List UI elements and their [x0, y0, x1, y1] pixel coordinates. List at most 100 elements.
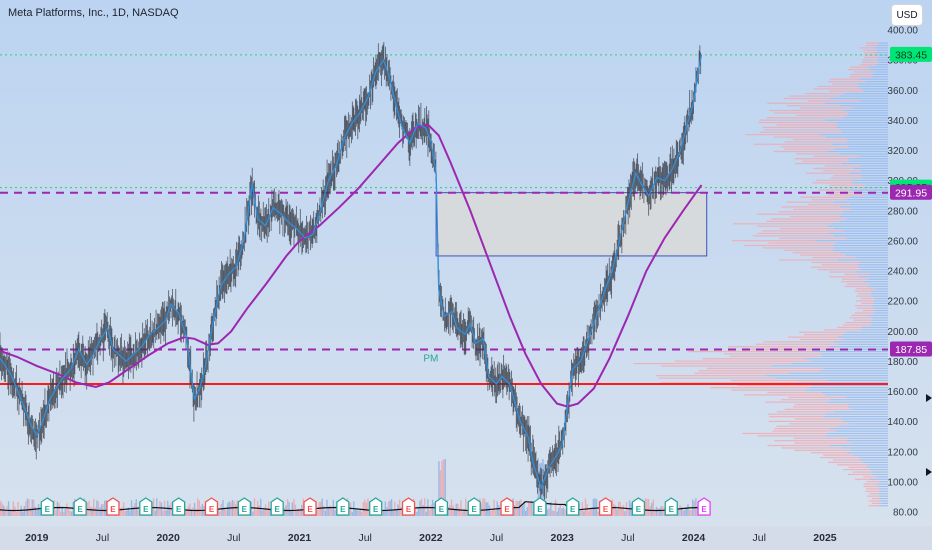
volume-profile-bar-buy	[870, 322, 888, 324]
volume-profile-bar-buy	[879, 500, 888, 502]
volume-bar	[56, 501, 59, 516]
volume-profile-bar-sell	[757, 225, 828, 227]
volume-profile-bar-buy	[859, 100, 888, 102]
volume-profile-bar-sell	[842, 278, 868, 280]
volume-bar	[105, 500, 108, 516]
volume-profile-bar-buy	[827, 150, 888, 153]
volume-profile-bar-buy	[825, 136, 888, 138]
volume-bar	[561, 508, 563, 516]
volume-profile-bar-buy	[830, 223, 888, 225]
volume-profile-bar-sell	[854, 312, 874, 314]
volume-bar	[621, 507, 623, 516]
volume-bar	[266, 508, 268, 516]
volume-profile-bar-buy	[788, 372, 888, 374]
volume-bar	[517, 501, 519, 516]
volume-profile-bar-sell	[784, 141, 847, 143]
volume-profile-bar-sell	[788, 396, 847, 398]
volume-profile-bar-sell	[633, 362, 792, 365]
volume-profile-bar-sell	[733, 223, 831, 225]
axis-marker-icon	[926, 468, 932, 476]
volume-profile-bar-buy	[770, 365, 888, 367]
volume-profile-bar-sell	[779, 228, 835, 230]
volume-bar	[356, 508, 358, 516]
volume-profile-bar-sell	[800, 107, 852, 109]
volume-profile-bar-sell	[829, 90, 864, 92]
volume-bar	[193, 502, 196, 516]
volume-bar	[498, 505, 500, 516]
volume-bar	[264, 504, 267, 516]
y-tick-label-3: 140.00	[887, 417, 918, 428]
volume-profile-bar-sell	[816, 179, 853, 182]
volume-profile-bar-sell	[781, 206, 841, 208]
volume-profile-bar-buy	[871, 324, 888, 326]
earnings-marker-icon	[270, 497, 284, 516]
volume-profile-bar-sell	[768, 242, 837, 244]
volume-profile-bar-buy	[846, 396, 888, 398]
volume-profile-bar-sell	[851, 314, 869, 316]
volume-profile-bar-sell	[832, 459, 861, 461]
volume-profile-bar-buy	[872, 73, 888, 75]
volume-profile-bar-sell	[859, 64, 877, 66]
volume-profile-bar-sell	[854, 305, 872, 307]
volume-profile-bar-buy	[840, 252, 888, 254]
volume-bar	[349, 502, 352, 516]
volume-profile-bar-buy	[871, 305, 888, 307]
volume-profile-bar-buy	[840, 206, 888, 208]
volume-profile-bar-buy	[855, 256, 888, 259]
earnings-marker-icon	[40, 497, 54, 516]
x-tick-label-7: Jul	[490, 532, 503, 544]
volume-bar	[72, 502, 74, 516]
volume-bar	[494, 510, 497, 516]
volume-profile-bar-sell	[688, 350, 813, 353]
volume-bar	[132, 506, 134, 516]
volume-profile-bar-sell	[795, 162, 842, 165]
volume-profile-bar-buy	[848, 158, 888, 160]
volume-bar	[531, 500, 533, 516]
volume-profile-bar-buy	[877, 61, 888, 63]
volume-bar	[288, 502, 290, 516]
volume-bar	[223, 507, 226, 516]
earnings-marker-letter: E	[406, 505, 412, 514]
volume-profile-bar-buy	[874, 309, 888, 312]
volume-profile-bar-buy	[834, 411, 888, 413]
x-axis-band	[0, 526, 932, 550]
volume-profile-bar-sell	[811, 261, 861, 263]
volume-profile-bar-sell	[737, 384, 812, 386]
volume-bar	[447, 506, 450, 516]
earnings-marker-letter: E	[209, 505, 215, 514]
volume-profile-bar-buy	[865, 184, 888, 186]
currency-button[interactable]: USD	[891, 4, 923, 26]
volume-bar	[419, 500, 421, 516]
volume-bar	[687, 504, 689, 516]
volume-bar	[359, 509, 361, 516]
volume-profile-bar-buy	[821, 355, 888, 357]
volume-bar	[255, 510, 257, 516]
earnings-marker-icon	[303, 497, 317, 516]
volume-bar	[217, 509, 219, 516]
volume-bar	[554, 499, 557, 516]
volume-profile-bar-sell	[757, 232, 829, 235]
volume-profile-bar-buy	[823, 367, 888, 370]
volume-bar	[126, 510, 128, 516]
y-tick-label-5: 180.00	[887, 357, 918, 368]
volume-bar	[0, 501, 2, 516]
volume-bar	[649, 506, 651, 516]
volume-profile-bar-buy	[864, 281, 888, 283]
volume-bar	[63, 511, 65, 516]
volume-bar	[442, 459, 445, 516]
volume-profile-bar-buy	[811, 384, 888, 386]
volume-bar	[696, 505, 699, 516]
y-tick-label-1: 100.00	[887, 477, 918, 488]
volume-bar	[127, 507, 130, 516]
volume-bar	[594, 498, 596, 516]
volume-bar	[327, 506, 330, 516]
volume-profile-bar-buy	[842, 334, 888, 336]
volume-profile-bar-sell	[774, 112, 849, 114]
volume-profile-bar-buy	[876, 288, 888, 290]
volume-bar	[592, 498, 595, 516]
volume-bar	[526, 507, 528, 516]
volume-profile-bar-sell	[710, 387, 810, 389]
volume-profile-bar-buy	[877, 476, 888, 478]
volume-bar	[55, 510, 57, 516]
